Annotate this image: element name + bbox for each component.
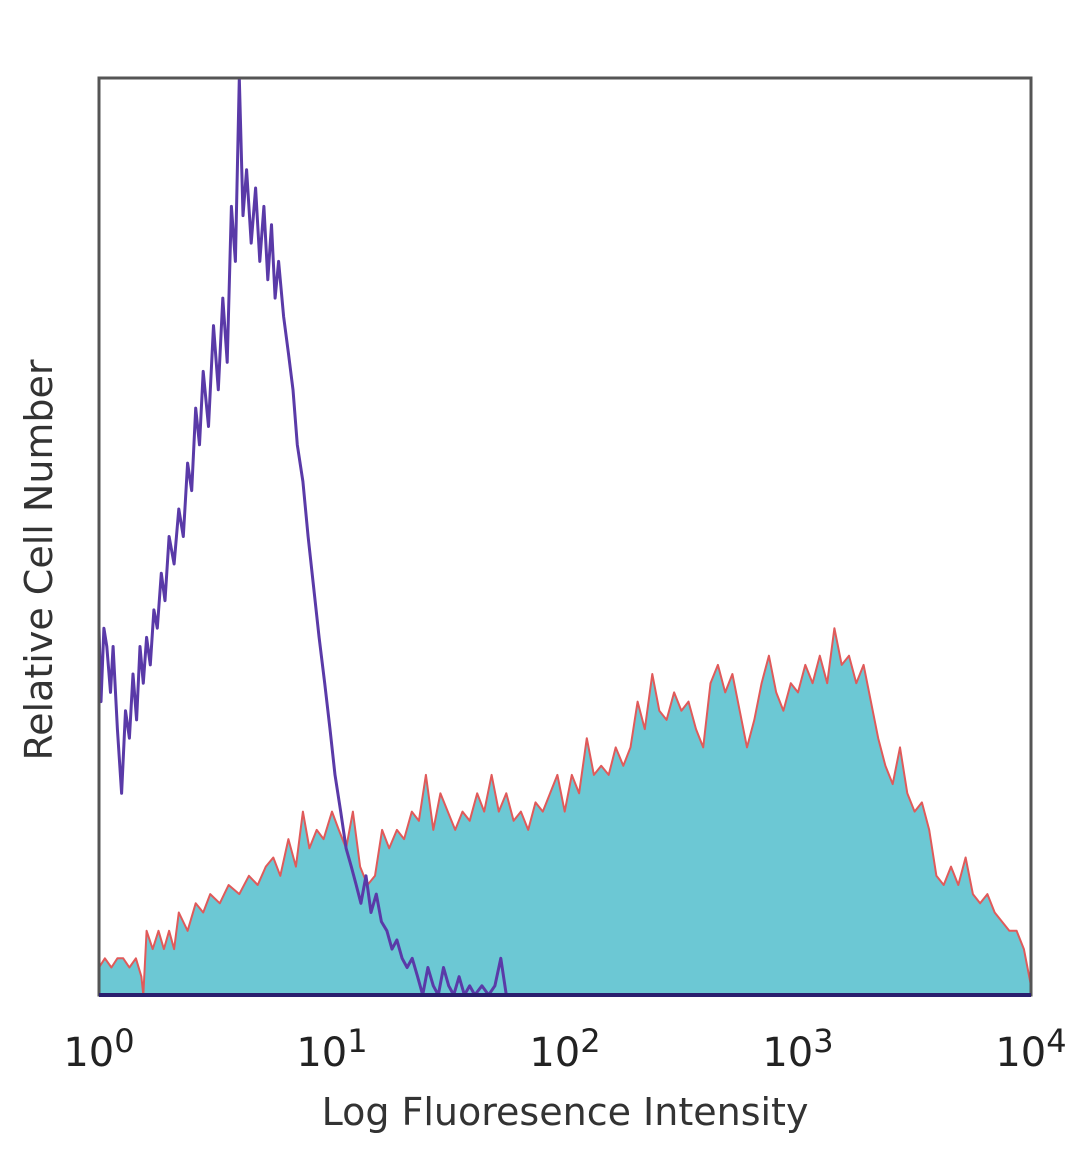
x-tick-label-1: 101 bbox=[296, 1022, 367, 1076]
x-tick-label-2: 102 bbox=[529, 1022, 600, 1076]
x-axis-title: Log Fluoresence Intensity bbox=[322, 1090, 809, 1134]
y-axis-title: Relative Cell Number bbox=[17, 359, 61, 760]
histogram-line-0 bbox=[98, 78, 1032, 996]
x-tick-labels: 100 101 102 103 104 bbox=[63, 1022, 1066, 1076]
x-tick-label-4: 104 bbox=[995, 1022, 1066, 1076]
series-layer bbox=[97, 76, 1032, 997]
x-tick-label-3: 103 bbox=[762, 1022, 833, 1076]
x-tick-label-0: 100 bbox=[63, 1022, 134, 1076]
histogram-fill-0 bbox=[99, 78, 1031, 995]
histogram-line-1 bbox=[97, 76, 1031, 997]
